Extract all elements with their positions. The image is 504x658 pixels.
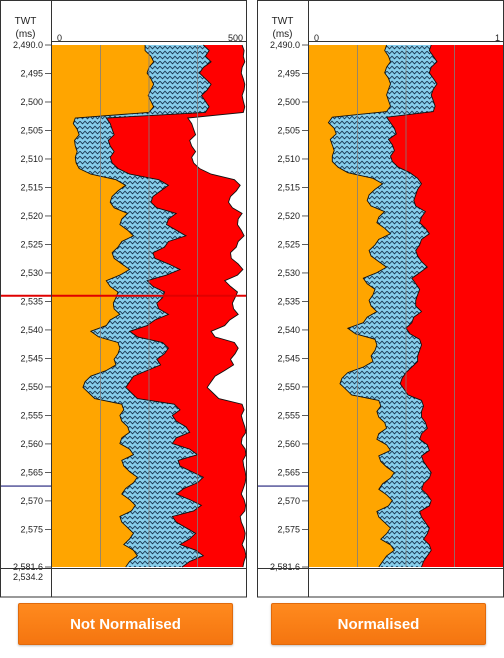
y-tick-label: 2,555: [277, 410, 300, 420]
band-white: [187, 45, 246, 567]
y-tick-label: 2,505: [20, 125, 43, 135]
panel-not-normalised: 2,490.0 2,495 2,500 2,505 2,510 2,515 2,520 2,5…: [0, 0, 247, 598]
y-tick-label: 2,535: [277, 296, 300, 306]
band-cyan: [73, 45, 212, 567]
y-tick-label: 2,510: [277, 154, 300, 164]
y-tick-label: 2,581.6: [13, 562, 43, 572]
y-tick-label: 2,535: [20, 296, 43, 306]
y-tick-label: 2,545: [277, 353, 300, 363]
footer-value: 2,534.2: [13, 572, 43, 582]
y-tick-label: 2,490.0: [270, 40, 300, 50]
y-tick-label: 2,500: [20, 97, 43, 107]
y-tick-label: 2,550: [277, 382, 300, 392]
y-tick-label: 2,525: [20, 239, 43, 249]
y-tick-label: 2,581.6: [270, 562, 300, 572]
y-tick-label: 2,550: [20, 382, 43, 392]
curve-cyan: [327, 44, 396, 568]
normalised-button[interactable]: Normalised: [271, 603, 486, 645]
curve-red: [105, 44, 212, 568]
y-tick-label: 2,555: [20, 410, 43, 420]
y-tick-label: 2,565: [20, 467, 43, 477]
band-orange: [309, 45, 395, 567]
y-tick-label: 2,545: [20, 353, 43, 363]
y-tick-label: 2,540: [277, 325, 300, 335]
band-orange: [52, 45, 154, 567]
y-tick-label: 2,575: [20, 524, 43, 534]
depth-header-label: TWT: [15, 16, 37, 27]
y-tick-label: 2,570: [277, 496, 300, 506]
x-tick-label: 0: [314, 33, 319, 43]
y-tick-label: 2,570: [20, 496, 43, 506]
x-tick-label: 0: [57, 33, 62, 43]
band-cyan: [328, 45, 437, 567]
y-tick-label: 2,505: [277, 125, 300, 135]
y-tick-label: 2,510: [20, 154, 43, 164]
y-tick-label: 2,495: [20, 68, 43, 78]
depth-header-unit: (ms): [273, 29, 293, 40]
curve-cyan: [72, 45, 155, 568]
y-tick-label: 2,490.0: [13, 40, 43, 50]
y-tick-label: 2,520: [277, 211, 300, 221]
y-tick-label: 2,560: [20, 439, 43, 449]
depth-header-label: TWT: [272, 16, 294, 27]
y-tick-label: 2,530: [277, 268, 300, 278]
band-red: [106, 45, 246, 567]
x-tick-label: 500: [228, 33, 243, 43]
y-tick-label: 2,525: [277, 239, 300, 249]
depth-header-unit: (ms): [16, 29, 36, 40]
chart-not-normalised: 2,490.0 2,495 2,500 2,505 2,510 2,515 2,520 2,5…: [0, 0, 247, 598]
x-tick-label: 1: [495, 33, 500, 43]
chart-normalised: 2,490.0 2,495 2,500 2,505 2,510 2,515 2,520 2,5…: [257, 0, 504, 598]
y-tick-label: 2,520: [20, 211, 43, 221]
curve-white: [186, 44, 247, 568]
not-normalised-button[interactable]: Not Normalised: [18, 603, 233, 645]
y-tick-label: 2,515: [20, 182, 43, 192]
band-red: [386, 45, 503, 567]
panel-normalised: 2,490.0 2,495 2,500 2,505 2,510 2,515 2,520 2,5…: [257, 0, 504, 598]
curve-red: [385, 44, 438, 568]
y-tick-label: 2,515: [277, 182, 300, 192]
y-tick-label: 2,575: [277, 524, 300, 534]
panel-frame: [0, 0, 247, 598]
y-tick-label: 2,540: [20, 325, 43, 335]
y-tick-label: 2,565: [277, 467, 300, 477]
y-tick-label: 2,560: [277, 439, 300, 449]
y-tick-label: 2,530: [20, 268, 43, 278]
y-tick-label: 2,500: [277, 97, 300, 107]
y-tick-label: 2,495: [277, 68, 300, 78]
